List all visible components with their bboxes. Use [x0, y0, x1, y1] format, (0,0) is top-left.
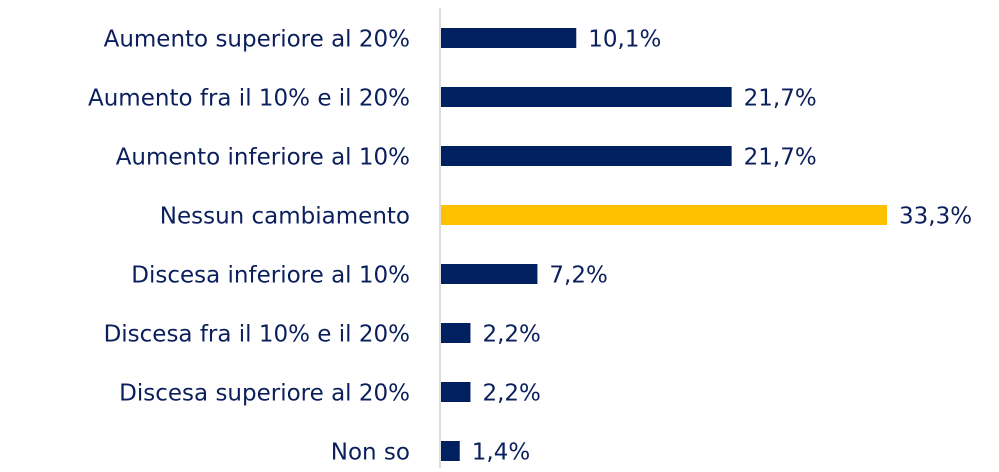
bar	[441, 28, 577, 48]
category-label: Discesa fra il 10% e il 20%	[104, 322, 410, 348]
value-label: 21,7%	[744, 86, 817, 112]
bar	[441, 87, 732, 107]
category-label: Discesa inferiore al 10%	[131, 263, 410, 289]
category-label: Discesa superiore al 20%	[119, 381, 410, 407]
bar	[441, 382, 471, 402]
value-label: 33,3%	[899, 204, 972, 230]
value-label: 10,1%	[588, 27, 661, 53]
category-label: Nessun cambiamento	[160, 204, 410, 230]
value-label: 2,2%	[482, 381, 540, 407]
bar	[441, 323, 471, 343]
bar	[441, 146, 732, 166]
category-label: Aumento inferiore al 10%	[116, 145, 410, 171]
category-label: Aumento superiore al 20%	[104, 27, 410, 53]
value-label: 21,7%	[744, 145, 817, 171]
bar	[441, 205, 887, 225]
bar	[441, 441, 460, 461]
value-label: 1,4%	[472, 440, 530, 466]
category-label: Non so	[331, 440, 410, 466]
value-label: 7,2%	[549, 263, 607, 289]
category-label: Aumento fra il 10% e il 20%	[88, 86, 410, 112]
bar	[441, 264, 538, 284]
value-label: 2,2%	[482, 322, 540, 348]
